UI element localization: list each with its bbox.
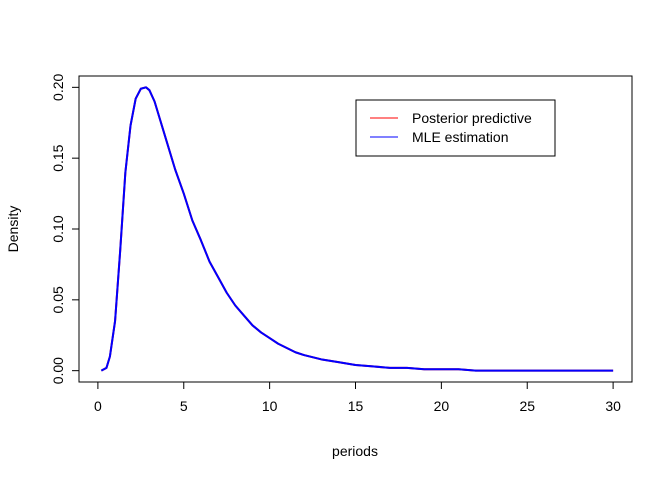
- legend-label-posterior-predictive: Posterior predictive: [412, 110, 532, 126]
- y-tick-label: 0.05: [50, 286, 66, 313]
- y-tick-label: 0.00: [50, 357, 66, 384]
- x-tick-label: 0: [94, 398, 102, 414]
- series-line-mle-estimation: [100, 86, 614, 372]
- x-tick-label: 15: [348, 398, 364, 414]
- legend: Posterior predictive MLE estimation: [355, 99, 556, 157]
- x-tick-label: 20: [434, 398, 450, 414]
- series-layer: [100, 86, 614, 372]
- legend-box: [355, 99, 556, 157]
- y-tick-label: 0.15: [50, 144, 66, 171]
- x-tick-label: 30: [605, 398, 621, 414]
- x-tick-label: 25: [519, 398, 535, 414]
- x-tick-label: 5: [180, 398, 188, 414]
- y-tick-label: 0.10: [50, 215, 66, 242]
- legend-label-mle-estimation: MLE estimation: [412, 129, 508, 145]
- y-tick-label: 0.20: [50, 73, 66, 100]
- x-axis: 0 5 10 15 20 25 30: [94, 381, 621, 414]
- y-axis: 0.00 0.05 0.10 0.15 0.20: [50, 73, 80, 384]
- x-axis-label: periods: [332, 443, 378, 459]
- x-tick-label: 10: [262, 398, 278, 414]
- y-axis-label: Density: [5, 206, 21, 253]
